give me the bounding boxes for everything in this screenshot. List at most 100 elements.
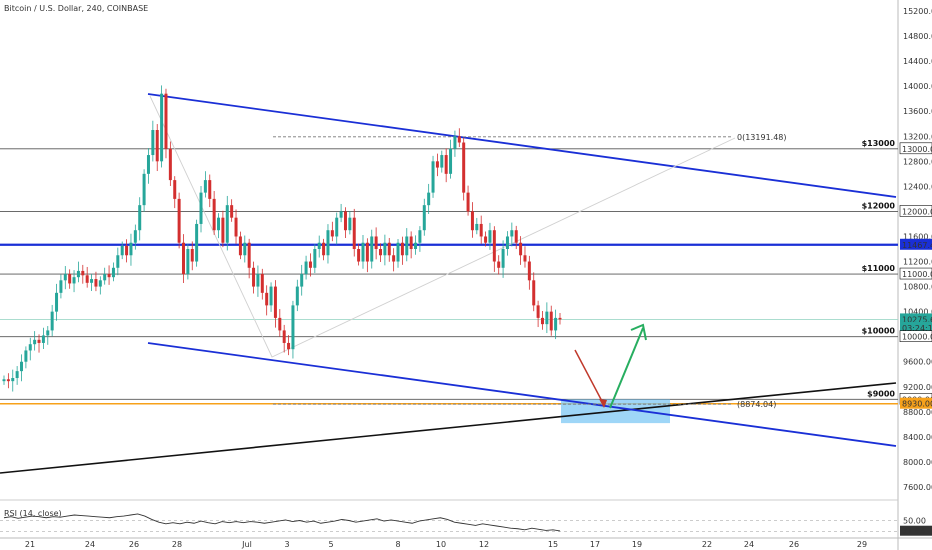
price-badge-label: 11000.00 <box>902 270 932 279</box>
candle-body <box>484 236 488 243</box>
candle-body <box>304 261 308 275</box>
candle-body <box>497 261 501 268</box>
candle-body <box>243 242 247 256</box>
candle-body <box>37 339 41 343</box>
time-label: 26 <box>129 540 139 549</box>
candle-body <box>475 223 479 231</box>
time-label: 28 <box>172 540 182 549</box>
candle-body <box>387 242 391 256</box>
price-tick-label: 14400.00 <box>903 57 932 66</box>
candle-body <box>72 277 76 284</box>
price-tick-label: 11200.00 <box>903 258 932 267</box>
candle-body <box>120 245 124 256</box>
channel-bottom-line <box>147 342 897 447</box>
candle-body <box>370 236 374 262</box>
candle-body <box>453 136 457 149</box>
candle-body <box>234 217 238 237</box>
candle-body <box>238 236 242 256</box>
candle-body <box>107 274 111 278</box>
candle-body <box>195 223 199 262</box>
candle-body <box>379 249 383 256</box>
candle-body <box>6 379 10 382</box>
candle-body <box>111 267 115 278</box>
time-label: 15 <box>548 540 558 549</box>
price-badge-label: 10000.00 <box>902 333 932 342</box>
candle-body <box>409 236 413 249</box>
candle-body <box>392 255 396 262</box>
candle-body <box>247 242 251 268</box>
top-annotation: 0(13191.48) <box>737 133 787 142</box>
candle-body <box>55 292 59 312</box>
candle-body <box>470 211 474 231</box>
candle-body <box>313 249 317 268</box>
candle-body <box>414 242 418 249</box>
candle-body <box>260 274 264 293</box>
candle-body <box>365 242 369 262</box>
candle-body <box>505 236 509 249</box>
candle-body <box>125 245 129 256</box>
candle-body <box>374 236 378 249</box>
price-badge-label: 8930.00 <box>902 400 932 409</box>
candle-body <box>186 249 190 275</box>
support-line <box>0 382 897 474</box>
price-badge <box>900 397 932 409</box>
red-arrow-head <box>599 399 607 408</box>
price-badge-label: 03:24:11 <box>902 324 932 333</box>
candle-body <box>269 286 273 306</box>
candle-body <box>24 350 28 362</box>
price-badge-label: 13000.00 <box>902 145 932 154</box>
price-badge <box>900 313 932 325</box>
candle-body <box>431 161 435 193</box>
candle-body <box>116 255 120 268</box>
candle-body <box>278 317 282 331</box>
green-arrow-head <box>630 323 647 341</box>
candle-body <box>308 261 312 268</box>
candle-body <box>33 339 37 345</box>
candle-body <box>291 305 295 350</box>
candle-body <box>418 230 422 243</box>
time-label: Jul <box>241 540 252 549</box>
time-label: 24 <box>744 540 754 549</box>
price-badge-label: 10275.60 <box>902 315 932 324</box>
candle-body <box>151 130 155 156</box>
candle-body <box>396 242 400 262</box>
candle-body <box>510 230 514 237</box>
candle-body <box>558 317 562 320</box>
candle-body <box>68 274 72 284</box>
price-tick-label: 8000.00 <box>903 458 932 467</box>
candle-body <box>527 261 531 281</box>
price-badge <box>900 238 932 250</box>
candle-body <box>177 198 181 243</box>
price-tick-label: 13200.00 <box>903 132 932 141</box>
candle-body <box>2 379 6 382</box>
candle-body <box>545 311 549 325</box>
candle-body <box>339 211 343 218</box>
candle-body <box>501 249 505 268</box>
candle-body <box>492 230 496 262</box>
price-tick-label: 13600.00 <box>903 107 932 116</box>
candle-body <box>457 136 461 143</box>
candle-body <box>199 192 203 224</box>
candle-body <box>217 217 221 231</box>
candle-body <box>133 230 137 243</box>
price-badge <box>899 142 932 155</box>
candle-body <box>326 230 330 256</box>
red-arrow-line <box>574 349 605 406</box>
price-tick-label: 12800.00 <box>903 157 932 166</box>
candle-body <box>212 198 216 231</box>
candle-body <box>164 93 168 149</box>
candle-body <box>549 311 553 331</box>
candle-body <box>400 242 404 256</box>
symbol-title: Bitcoin / U.S. Dollar, 240, COINBASE <box>4 4 149 13</box>
candle-body <box>63 274 67 281</box>
price-tick-label: 8400.00 <box>903 433 932 442</box>
candle-body <box>46 330 50 336</box>
time-label: 22 <box>702 540 712 549</box>
rsi-tick-label: 50.00 <box>903 517 926 526</box>
candle-body <box>230 205 234 218</box>
channel-top-line <box>147 93 897 198</box>
price-tick-label: 8800.00 <box>903 408 932 417</box>
candle-body <box>11 378 15 382</box>
rsi-value-label: 31.43 <box>902 527 925 536</box>
